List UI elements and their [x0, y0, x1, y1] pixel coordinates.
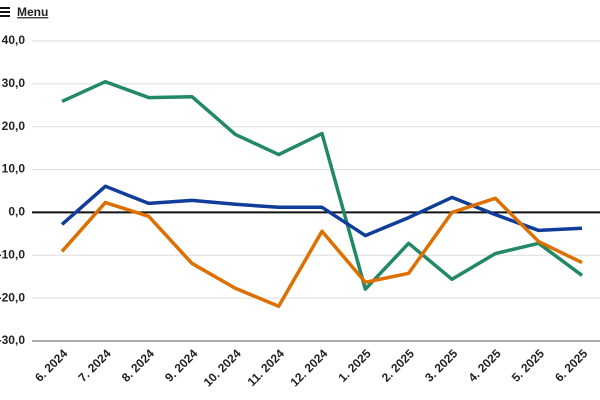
menu-button[interactable]: Menu — [0, 5, 48, 19]
x-tick-label: 2. 2025 — [379, 346, 417, 384]
x-tick-label: 5. 2025 — [509, 346, 547, 384]
x-tick-label: 10. 2024 — [201, 346, 244, 389]
y-tick-label: 20,0 — [2, 119, 26, 133]
y-tick-label: 40,0 — [2, 33, 26, 47]
menu-icon-bar — [0, 15, 10, 17]
y-tick-label: 0,0 — [8, 205, 25, 219]
menu-icon-bar — [0, 11, 10, 13]
x-tick-label: 6. 2024 — [32, 346, 70, 384]
y-tick-label: 10,0 — [2, 162, 26, 176]
x-tick-label: 1. 2025 — [335, 346, 373, 384]
y-tick-label: -10,0 — [0, 247, 25, 261]
series-line — [60, 196, 583, 309]
x-tick-label: 4. 2025 — [465, 346, 503, 384]
y-tick-label: 30,0 — [2, 76, 26, 90]
y-tick-label: -30,0 — [0, 333, 25, 347]
menu-label[interactable]: Menu — [17, 5, 48, 19]
menu-icon-bar — [0, 7, 10, 9]
series-line — [60, 184, 583, 238]
x-tick-label: 11. 2024 — [245, 346, 288, 389]
x-tick-label: 7. 2024 — [75, 346, 113, 384]
y-tick-label: -20,0 — [0, 290, 25, 304]
x-tick-label: 6. 2025 — [552, 346, 590, 384]
x-tick-label: 3. 2025 — [422, 346, 460, 384]
series-line — [61, 79, 584, 291]
x-tick-label: 12. 2024 — [287, 346, 330, 389]
x-tick-label: 9. 2024 — [162, 346, 200, 384]
x-tick-label: 8. 2024 — [119, 346, 157, 384]
